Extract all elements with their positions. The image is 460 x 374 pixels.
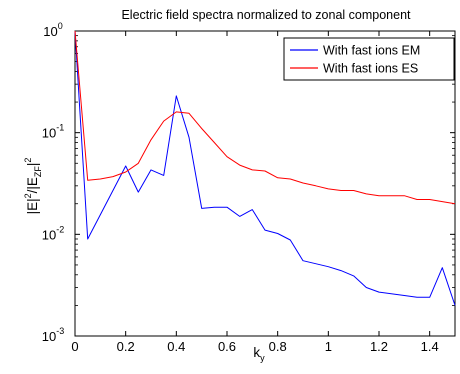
plot-area [74,30,456,337]
x-axis-label-base: k [253,345,260,360]
x-tick-label: 1 [325,339,332,354]
x-tick-label: 0 [71,339,78,354]
y-label-a-sup: 2 [23,193,33,198]
y-tick-label: 10-1 [42,123,64,141]
legend: With fast ions EM With fast ions ES [283,37,455,81]
series-line-em [74,30,456,306]
x-tick-label: 0.4 [167,339,185,354]
y-tick-label: 100 [43,21,62,39]
y-label-b: /|E [25,177,40,193]
x-tick-label: 0.8 [269,339,287,354]
x-axis-label: ky [253,345,265,363]
y-label-a: |E| [25,198,40,214]
y-tick-label: 10-3 [42,326,64,344]
series-line-es [74,30,456,205]
y-tick-label: 10-2 [42,224,64,242]
series-layer [74,30,456,306]
chart-title: Electric field spectra normalized to zon… [121,8,411,22]
y-axis-label: |E|2/|EZF|2 [23,158,43,215]
legend-label-es: With fast ions ES [323,62,418,76]
y-label-b-sub: ZF [33,166,43,177]
x-tick-label: 1.4 [421,339,439,354]
y-label-c-sup: 2 [23,158,33,163]
x-tick-label: 0.6 [218,339,236,354]
axis-ticks: 0 0.2 0.4 0.6 0.8 1 1.2 1.4 100 10-1 10-2 10-3 [42,21,455,354]
y-label-c: | [25,163,40,167]
legend-label-em: With fast ions EM [323,44,420,58]
x-tick-label: 0.2 [117,339,135,354]
plot-box [74,30,456,337]
legend-box [283,37,455,81]
x-axis-label-sub: y [260,353,265,363]
x-tick-label: 1.2 [370,339,388,354]
